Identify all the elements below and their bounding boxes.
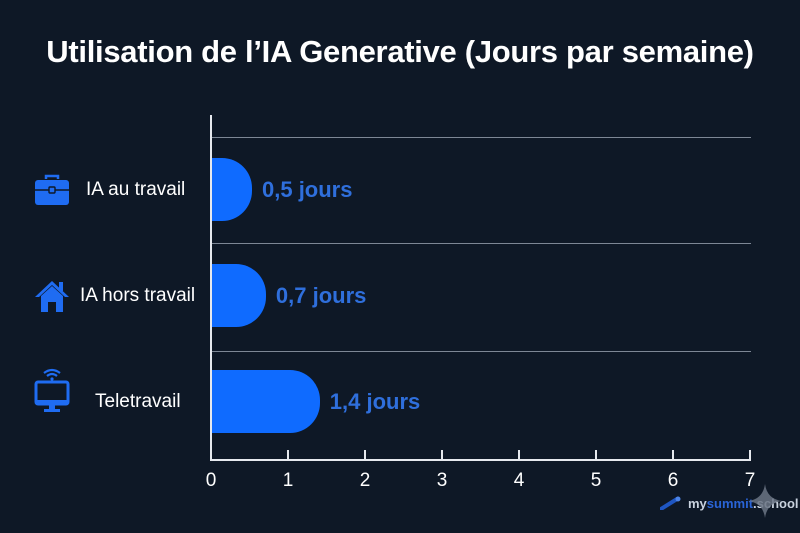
y-axis <box>210 115 212 461</box>
x-tick <box>595 450 597 460</box>
x-tick <box>672 450 674 460</box>
monitor-wifi-icon <box>34 368 70 412</box>
x-tick-label: 1 <box>282 470 294 491</box>
brand-text-my: my <box>688 495 707 511</box>
x-tick-label: 3 <box>436 470 448 491</box>
x-tick-label: 0 <box>205 470 217 491</box>
x-tick-label: 5 <box>590 470 602 491</box>
x-tick-label: 6 <box>667 470 679 491</box>
x-axis <box>210 459 751 461</box>
bar-ia-au-travail <box>212 158 252 221</box>
x-tick-label: 4 <box>513 470 525 491</box>
category-ia-au-travail: IA au travail <box>20 158 210 221</box>
bar-ia-hors-travail <box>212 264 266 327</box>
gridline <box>212 243 751 244</box>
x-tick <box>364 450 366 460</box>
x-tick <box>749 450 751 460</box>
sparkle-icon <box>748 484 782 518</box>
x-tick <box>518 450 520 460</box>
category-ia-hors-travail: IA hors travail <box>20 264 210 327</box>
x-tick <box>441 450 443 460</box>
briefcase-icon <box>34 172 70 208</box>
house-icon <box>34 278 70 314</box>
category-label: Teletravail <box>95 390 181 412</box>
category-label: IA hors travail <box>80 284 196 306</box>
bar-value-label: 0,7 jours <box>275 283 367 308</box>
gridline <box>212 137 751 138</box>
telescope-icon <box>660 496 682 510</box>
gridline <box>212 351 751 352</box>
brand-text-summit: summit <box>706 495 754 511</box>
x-tick-label: 7 <box>744 470 756 491</box>
category-teletravail: Teletravail <box>20 368 210 433</box>
x-tick <box>287 450 289 460</box>
bar-value-label: 1,4 jours <box>329 389 421 414</box>
category-label: IA au travail <box>86 178 186 200</box>
x-tick-label: 2 <box>359 470 371 491</box>
chart-title: Utilisation de l’IA Generative (Jours pa… <box>46 34 754 69</box>
bar-teletravail <box>212 370 320 433</box>
bar-value-label: 0,5 jours <box>262 177 353 202</box>
